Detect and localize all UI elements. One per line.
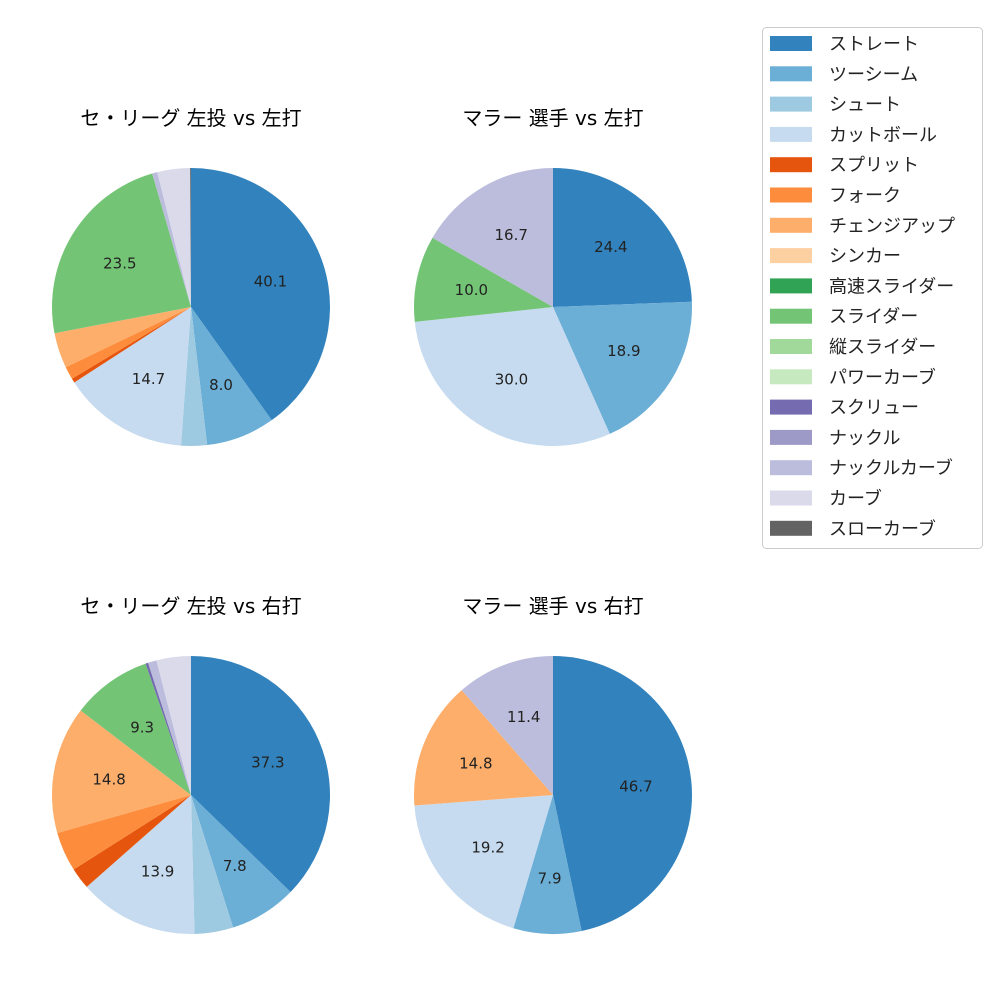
pie-slice <box>156 656 191 795</box>
slice-label: 30.0 <box>495 370 528 388</box>
pie-slice <box>51 173 191 334</box>
slice-label: 37.3 <box>251 754 284 772</box>
pie-slice <box>148 660 191 795</box>
legend-swatch <box>770 187 812 203</box>
pie-slice <box>461 656 553 795</box>
pie-slice <box>80 663 191 795</box>
pie-slice <box>191 307 272 446</box>
slice-label: 13.9 <box>141 862 174 880</box>
slice-label: 19.2 <box>471 838 504 856</box>
pie-slice <box>553 168 692 307</box>
legend-swatch <box>770 339 812 354</box>
pie-slice <box>553 301 693 434</box>
slice-label: 10.0 <box>455 281 488 299</box>
pie-slice <box>57 795 191 870</box>
legend-label: チェンジアップ <box>829 216 955 237</box>
pie-slice <box>152 172 191 307</box>
pie-chart-3: マラー 選手 vs 右打 46.7 7.9 19.2 14.8 11.4 <box>414 594 693 934</box>
slice-label: 14.8 <box>92 770 125 788</box>
legend-label: ナックル <box>829 428 900 449</box>
legend-label: フォーク <box>829 186 901 207</box>
chart-title: マラー 選手 vs 右打 <box>462 594 643 618</box>
legend-swatch <box>770 217 812 233</box>
pie-slice <box>71 307 191 383</box>
legend: ストレートツーシームシュートカットボールスプリットフォークチェンジアップシンカー… <box>762 27 983 549</box>
slice-label: 7.9 <box>538 869 562 887</box>
legend-swatch <box>770 248 812 264</box>
pie-slice <box>51 710 191 833</box>
legend-label: 縦スライダー <box>829 337 936 358</box>
pie-slice <box>145 662 191 795</box>
slice-label: 40.1 <box>254 273 287 291</box>
legend-label: スローカーブ <box>829 518 936 540</box>
legend-label: カットボール <box>829 125 937 146</box>
slice-label: 46.7 <box>619 777 652 795</box>
legend-label: カーブ <box>829 488 882 510</box>
pie-slice <box>180 307 208 446</box>
legend-swatch <box>770 308 812 324</box>
legend-swatch <box>770 36 812 51</box>
pie-slice <box>191 168 330 421</box>
pie-slice <box>54 307 192 368</box>
slice-label: 7.8 <box>223 857 247 875</box>
pie-chart-2: セ・リーグ 左投 vs 右打 37.3 7.8 13.9 14.8 9.3 <box>51 594 330 935</box>
pie-chart-1: マラー 選手 vs 左打 24.4 18.9 30.0 10.0 16.7 <box>414 106 693 446</box>
legend-swatch <box>770 399 812 415</box>
legend-label: パワーカーブ <box>829 366 936 388</box>
legend-label: スプリット <box>829 155 919 176</box>
pie-slice <box>86 795 195 935</box>
pie-slice <box>191 795 291 928</box>
legend-swatch <box>770 278 812 294</box>
pie-slice <box>553 656 693 932</box>
slice-label: 24.4 <box>594 238 627 256</box>
legend-label: 高速スライダー <box>829 276 954 297</box>
legend-swatch <box>770 429 812 445</box>
legend-swatch <box>770 460 812 476</box>
legend-swatch <box>770 126 812 142</box>
chart-title: セ・リーグ 左投 vs 左打 <box>80 106 301 130</box>
slice-label: 14.7 <box>132 370 165 388</box>
legend-swatch <box>770 520 812 536</box>
slice-label: 23.5 <box>103 254 136 272</box>
pie-slice <box>157 168 191 307</box>
slice-label: 8.0 <box>209 376 233 394</box>
slice-label: 11.4 <box>507 708 540 726</box>
legend-swatch <box>770 66 812 82</box>
legend-label: ナックルカーブ <box>829 457 953 479</box>
pie-slice <box>414 795 553 929</box>
slice-label: 18.9 <box>607 342 640 360</box>
slice-label: 14.8 <box>459 754 492 772</box>
legend-swatch <box>770 157 812 173</box>
legend-label: ツーシーム <box>829 64 918 85</box>
pie-slice <box>74 307 191 446</box>
pie-slice <box>414 307 610 446</box>
pie-slice <box>414 690 553 806</box>
slice-label: 9.3 <box>130 718 154 736</box>
pie-slice <box>191 795 234 934</box>
legend-swatch <box>770 96 812 112</box>
pie-slice <box>414 237 553 322</box>
legend-label: スライダー <box>829 307 918 328</box>
legend-label: ストレート <box>829 34 919 55</box>
pie-slice <box>432 168 553 307</box>
legend-swatch <box>770 369 812 385</box>
chart-title: セ・リーグ 左投 vs 右打 <box>80 594 301 618</box>
chart-title: マラー 選手 vs 左打 <box>462 106 643 130</box>
pie-slice <box>73 795 191 887</box>
legend-swatch <box>770 490 812 506</box>
legend-label: シュート <box>829 95 901 116</box>
pie-slice <box>191 656 330 893</box>
pie-slice <box>513 795 582 934</box>
pie-chart-0: セ・リーグ 左投 vs 左打 40.1 8.0 14.7 23.5 <box>51 106 330 446</box>
pie-slice <box>65 307 191 379</box>
legend-label: シンカー <box>829 246 901 267</box>
pie-slice <box>190 168 191 307</box>
legend-label: スクリュー <box>829 398 919 419</box>
slice-label: 16.7 <box>495 226 528 244</box>
